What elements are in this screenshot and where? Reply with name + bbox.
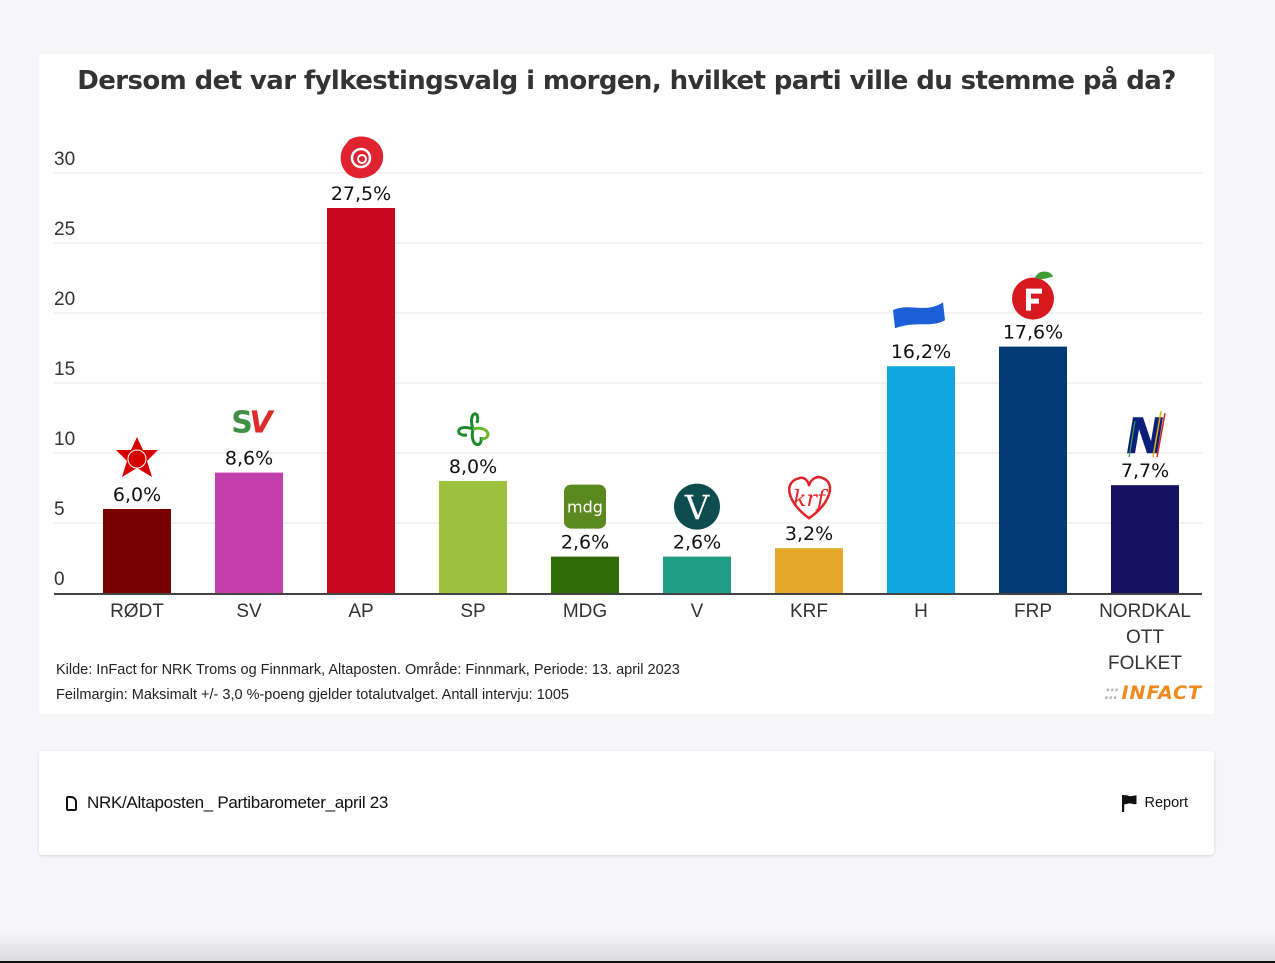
y-tick-label: 20 bbox=[54, 289, 75, 310]
bar bbox=[887, 366, 955, 593]
file-icon bbox=[66, 795, 77, 811]
source-text: Kilde: InFact for NRK Troms og Finnmark,… bbox=[56, 662, 680, 678]
v-logo-icon: V bbox=[674, 483, 720, 530]
y-tick-label: 30 bbox=[54, 149, 75, 170]
y-tick-label: 0 bbox=[54, 569, 65, 590]
rose-icon bbox=[340, 136, 384, 179]
file-info-card: NRK/Altaposten_ Partibarometer_april 23 … bbox=[39, 751, 1214, 855]
bar bbox=[439, 481, 507, 593]
bar-chart: 0510152025306,0%RØDT8,6%SVSV27,5%AP8,0%S… bbox=[54, 136, 1202, 674]
page-bottom-edge bbox=[0, 931, 1275, 963]
krf-heart-icon: krf bbox=[788, 475, 832, 520]
svg-text:V: V bbox=[249, 406, 275, 441]
infact-logo-text: INFACT bbox=[1121, 682, 1202, 704]
bar bbox=[999, 346, 1067, 593]
x-tick-label: OTT bbox=[1126, 627, 1164, 648]
mdg-logo-icon: mdg bbox=[564, 484, 606, 529]
x-tick-label: SV bbox=[236, 601, 262, 622]
x-tick-label: H bbox=[914, 601, 928, 622]
n-logo-icon bbox=[1127, 411, 1166, 458]
svg-text:S: S bbox=[231, 406, 253, 441]
infact-speed-lines-icon: ⁚⁚⁚ bbox=[1104, 687, 1119, 703]
y-tick-label: 15 bbox=[54, 359, 75, 380]
svg-text:mdg: mdg bbox=[567, 498, 603, 517]
y-tick-label: 10 bbox=[54, 429, 75, 450]
svg-text:V: V bbox=[684, 489, 711, 529]
data-label: 7,7% bbox=[1121, 460, 1169, 482]
chart-card: Dersom det var fylkestingsvalg i morgen,… bbox=[39, 54, 1214, 714]
frp-apple-icon bbox=[1012, 271, 1054, 320]
y-tick-label: 25 bbox=[54, 219, 75, 240]
bar bbox=[663, 556, 731, 593]
h-flag-icon bbox=[893, 302, 945, 329]
x-tick-label: FOLKET bbox=[1108, 653, 1182, 674]
y-tick-label: 5 bbox=[54, 499, 65, 520]
x-tick-label: NORDKAL bbox=[1099, 601, 1191, 622]
svg-text:krf: krf bbox=[793, 487, 829, 512]
data-label: 2,6% bbox=[673, 532, 721, 554]
data-label: 27,5% bbox=[331, 183, 391, 205]
flag-icon bbox=[1122, 795, 1137, 812]
x-tick-label: AP bbox=[348, 601, 373, 622]
x-tick-label: KRF bbox=[790, 601, 828, 622]
data-label: 17,6% bbox=[1003, 322, 1063, 344]
file-row: NRK/Altaposten_ Partibarometer_april 23 bbox=[66, 793, 388, 813]
file-name: NRK/Altaposten_ Partibarometer_april 23 bbox=[87, 793, 389, 812]
star-icon bbox=[116, 437, 158, 477]
x-tick-label: FRP bbox=[1014, 601, 1052, 622]
bar bbox=[103, 509, 171, 593]
bar bbox=[1111, 485, 1179, 593]
data-label: 8,0% bbox=[449, 456, 497, 478]
data-label: 6,0% bbox=[113, 484, 161, 506]
data-label: 3,2% bbox=[785, 523, 833, 545]
infact-logo: ⁚⁚⁚ INFACT bbox=[1105, 682, 1203, 704]
bar bbox=[551, 556, 619, 593]
x-tick-label: RØDT bbox=[110, 601, 164, 622]
sv-logo-icon: SV bbox=[231, 406, 275, 441]
margin-of-error-text: Feilmargin: Maksimalt +/- 3,0 %-poeng gj… bbox=[56, 687, 570, 703]
data-label: 8,6% bbox=[225, 448, 273, 470]
bar bbox=[215, 472, 283, 593]
report-button[interactable]: Report bbox=[1121, 794, 1188, 812]
report-label: Report bbox=[1144, 795, 1188, 811]
bar bbox=[775, 548, 843, 593]
clover-icon bbox=[457, 412, 490, 446]
x-tick-label: V bbox=[691, 601, 704, 622]
data-label: 16,2% bbox=[891, 341, 951, 363]
x-tick-label: MDG bbox=[563, 601, 607, 622]
chart-title: Dersom det var fylkestingsvalg i morgen,… bbox=[77, 66, 1176, 96]
data-label: 2,6% bbox=[561, 532, 609, 554]
x-tick-label: SP bbox=[460, 601, 485, 622]
bar bbox=[327, 208, 395, 593]
